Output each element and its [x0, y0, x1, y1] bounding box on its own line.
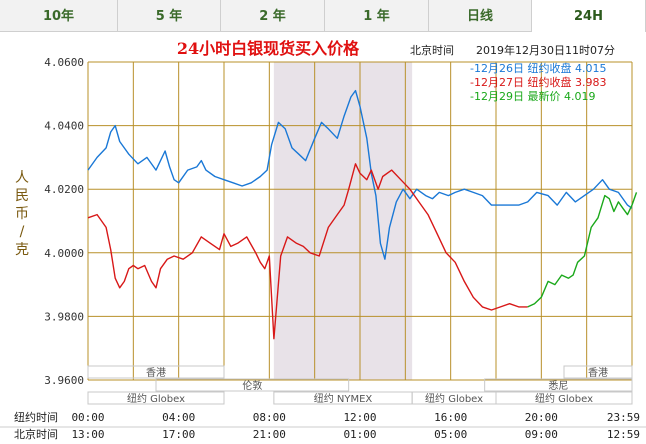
x-tick-label-bj: 17:00: [162, 428, 195, 441]
x-tick-label-ny: 04:00: [162, 411, 195, 424]
x-tick-label-bj: 12:59: [607, 428, 640, 441]
x-tick-label-ny: 16:00: [434, 411, 467, 424]
y-tick-label: 4.0400: [44, 120, 84, 133]
market-session-box: [495, 391, 633, 405]
market-session-label: 香港: [588, 367, 608, 379]
legend-entry: -12月26日 纽约收盘 4.015: [470, 61, 606, 75]
period-tabs: 10年 5 年 2 年 1 年 日线 24H: [0, 0, 646, 32]
market-session-label: 纽约 Globex: [127, 392, 185, 405]
y-axis-label-char: 人: [15, 170, 29, 186]
x-tick-label-bj: 21:00: [253, 428, 286, 441]
timestamp-label: 北京时间: [410, 43, 454, 57]
x-tick-label-bj: 13:00: [71, 428, 104, 441]
market-session-box: [563, 365, 633, 379]
timestamp: 2019年12月30日11时07分: [476, 43, 615, 57]
y-axis-label-char: 币: [15, 206, 29, 222]
x-tick-label-bj: 05:00: [434, 428, 467, 441]
tab-10y[interactable]: 10年: [0, 0, 118, 32]
x-tick-label-ny: 23:59: [607, 411, 640, 424]
y-axis-label-char: 克: [15, 242, 29, 258]
market-session-box: [484, 378, 633, 392]
y-tick-label: 3.9600: [44, 374, 84, 387]
series-line-0: [87, 89, 633, 260]
y-axis-label-char: /: [20, 224, 25, 240]
chart-title: 24小时白银现货买入价格: [177, 39, 360, 58]
series-layer: [87, 89, 638, 340]
grid-layer: [0, 61, 646, 428]
x-row-label-bj: 北京时间: [14, 427, 58, 441]
market-session-label: 香港: [146, 367, 166, 379]
market-session-box: [87, 391, 225, 405]
text-layer: 4.0600 4.0400 4.0200 4.0000 3.9800 3.9600 24小时…: [14, 39, 640, 441]
x-row-label-ny: 纽约时间: [14, 410, 58, 424]
tab-1y[interactable]: 1 年: [325, 0, 429, 32]
tab-24h[interactable]: 24H: [532, 0, 646, 32]
legend-entry: -12月29日 最新价 4.019: [470, 89, 595, 103]
tab-daily[interactable]: 日线: [429, 0, 532, 32]
x-tick-label-bj: 01:00: [343, 428, 376, 441]
market-session-label: 伦敦: [242, 379, 262, 392]
nymex-session-shade: [273, 62, 413, 380]
y-tick-label: 4.0000: [44, 247, 84, 260]
market-session-label: 纽约 Globex: [425, 392, 483, 405]
y-tick-label: 3.9800: [44, 310, 84, 323]
x-tick-label-ny: 20:00: [525, 411, 558, 424]
x-tick-label-ny: 08:00: [253, 411, 286, 424]
market-session-label: 纽约 Globex: [535, 392, 593, 405]
market-session-label: 悉尼: [548, 380, 568, 392]
x-tick-label-bj: 09:00: [525, 428, 558, 441]
x-tick-label-ny: 12:00: [343, 411, 376, 424]
nymex-shade-layer: [273, 62, 413, 380]
series-line-1: [87, 163, 528, 340]
x-tick-label-ny: 00:00: [71, 411, 104, 424]
series-line-2: [527, 192, 638, 308]
y-tick-label: 4.0600: [44, 56, 84, 69]
y-tick-label: 4.0200: [44, 183, 84, 196]
market-session-box: [87, 365, 225, 379]
legend-entry: -12月27日 纽约收盘 3.983: [470, 75, 606, 89]
tab-2y[interactable]: 2 年: [221, 0, 325, 32]
tab-5y[interactable]: 5 年: [118, 0, 221, 32]
market-session-box: [155, 378, 350, 392]
market-session-label: 纽约 NYMEX: [314, 392, 373, 405]
y-axis-label-char: 民: [15, 188, 29, 204]
